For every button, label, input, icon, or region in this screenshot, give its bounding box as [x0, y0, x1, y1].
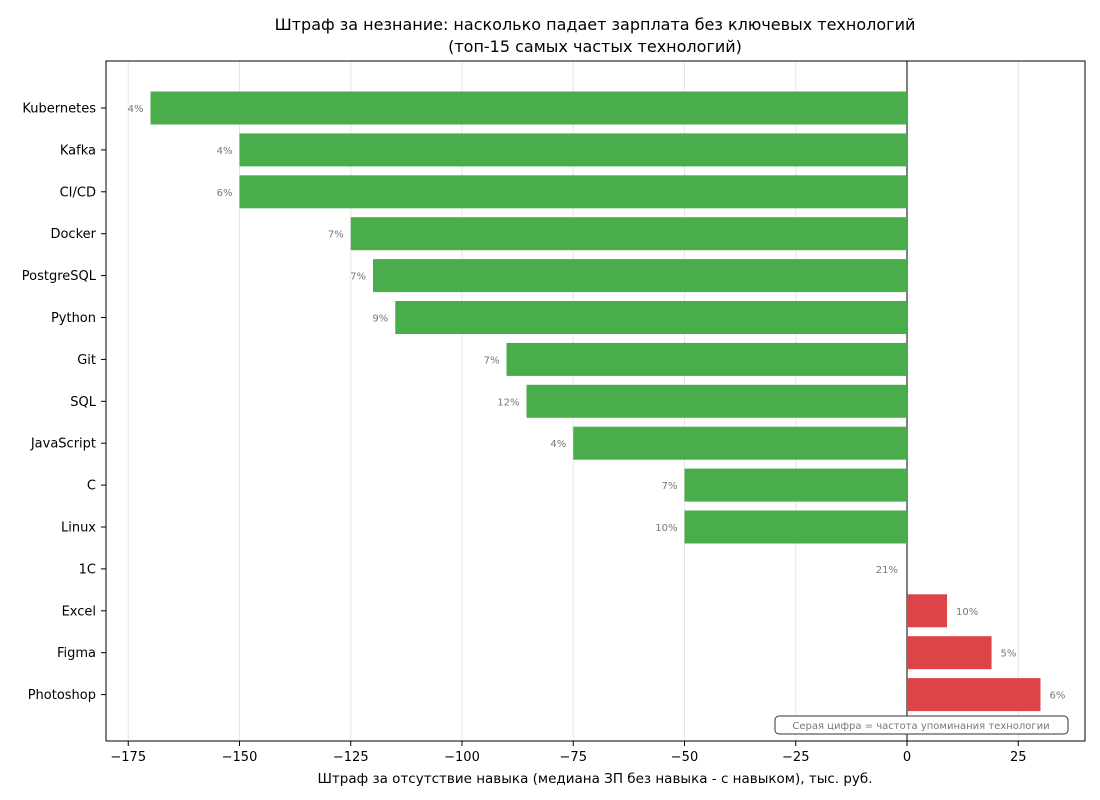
bar [907, 678, 1041, 712]
y-tick-label: Kubernetes [22, 102, 96, 117]
y-tick-label: Photoshop [28, 688, 96, 703]
x-tick-label: 25 [1010, 750, 1027, 765]
x-tick-label: −50 [671, 750, 698, 765]
bar [239, 175, 907, 209]
y-tick-label: Excel [62, 604, 96, 619]
chart-subtitle: (топ-15 самых частых технологий) [448, 37, 742, 56]
x-tick-label: 0 [903, 750, 911, 765]
bar [684, 468, 907, 502]
x-tick-label: −125 [333, 750, 369, 765]
x-tick-label: −150 [222, 750, 258, 765]
bar [907, 636, 992, 670]
frequency-label: 10% [956, 607, 978, 618]
bar [684, 510, 907, 544]
x-tick-label: −75 [560, 750, 587, 765]
y-tick-label: Python [51, 311, 96, 326]
bar [350, 217, 907, 251]
annotation-box: Серая цифра = частота упоминания техноло… [774, 715, 1069, 735]
bar [150, 91, 907, 125]
bar [395, 301, 907, 334]
bar [573, 426, 907, 460]
frequency-label: 21% [876, 565, 898, 576]
x-tick-labels: −175 −150 −125 −100 −75 −50 −25 0 25 [110, 741, 1027, 765]
chart-title: Штраф за незнание: насколько падает зарп… [275, 15, 916, 34]
annotation-text: Серая цифра = частота упоминания техноло… [792, 721, 1049, 732]
frequency-label: 4% [128, 104, 144, 115]
y-tick-label: Linux [61, 521, 96, 536]
y-tick-label: JavaScript [30, 437, 96, 452]
frequency-labels: 4% 4% 6% 7% 7% 9% 7% 12% 4% 7% 10% 21% 10% 5% 6% [128, 104, 1066, 702]
frequency-label: 10% [655, 523, 677, 534]
bar [526, 384, 907, 418]
y-tick-labels: Kubernetes Kafka CI/CD Docker PostgreSQL Pyth… [22, 102, 106, 703]
frequency-label: 9% [372, 314, 388, 325]
frequency-label: 6% [1050, 691, 1066, 702]
y-tick-label: Git [77, 353, 96, 368]
frequency-label: 5% [1001, 649, 1017, 660]
frequency-label: 4% [550, 439, 566, 450]
y-tick-label: SQL [70, 395, 96, 410]
bars [150, 91, 1041, 712]
annotation-frame [774, 715, 1069, 735]
x-tick-label: −175 [110, 750, 146, 765]
frequency-label: 6% [217, 188, 233, 199]
bar [373, 259, 907, 293]
x-axis-label: Штраф за отсутствие навыка (медиана ЗП б… [317, 771, 872, 787]
y-tick-label: 1C [79, 562, 96, 577]
frequency-label: 7% [662, 481, 678, 492]
y-tick-label: C [87, 479, 96, 494]
x-tick-label: −100 [444, 750, 480, 765]
frequency-label: 4% [217, 146, 233, 157]
frequency-label: 7% [350, 272, 366, 283]
bar [239, 133, 907, 167]
frequency-label: 7% [484, 355, 500, 366]
bar [907, 594, 948, 628]
y-tick-label: CI/CD [60, 185, 96, 200]
y-tick-label: Kafka [60, 143, 96, 158]
frequency-label: 12% [497, 397, 519, 408]
frequency-label: 7% [328, 230, 344, 241]
y-tick-label: PostgreSQL [22, 269, 97, 284]
y-tick-label: Figma [57, 646, 96, 661]
bar [506, 342, 907, 376]
y-tick-label: Docker [50, 227, 96, 242]
x-tick-label: −25 [782, 750, 809, 765]
